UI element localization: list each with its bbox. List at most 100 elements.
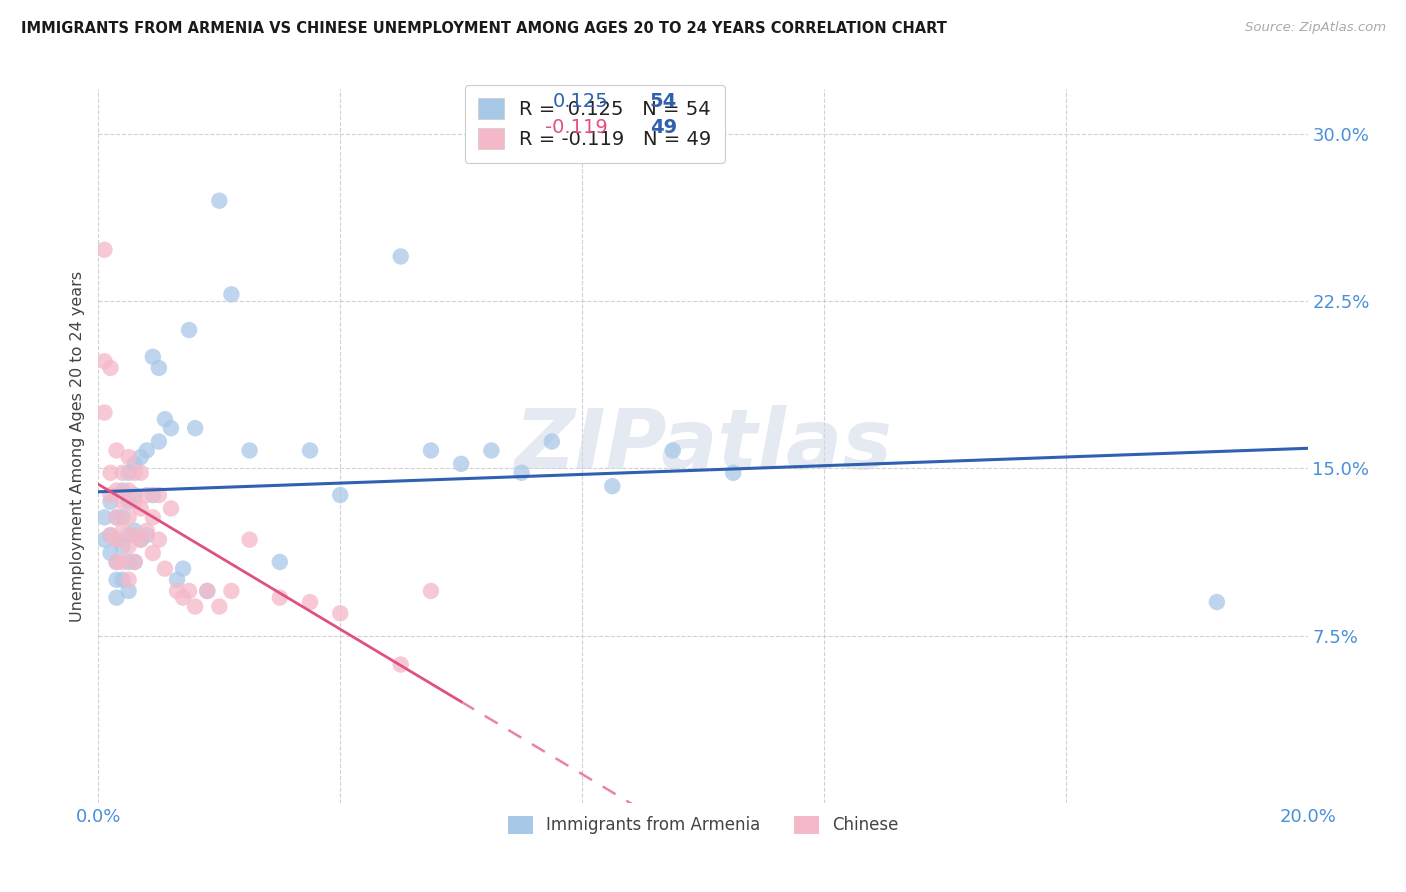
Point	[118, 466, 141, 480]
Point	[118, 450, 141, 464]
Point	[111, 524, 134, 538]
Point	[661, 443, 683, 458]
Point	[160, 421, 183, 435]
Point	[148, 360, 170, 375]
Point	[111, 494, 134, 508]
Legend: Immigrants from Armenia, Chinese: Immigrants from Armenia, Chinese	[501, 809, 905, 841]
Point	[269, 591, 291, 605]
Point	[118, 483, 141, 498]
Point	[420, 583, 443, 598]
Point	[93, 533, 115, 547]
Point	[124, 528, 146, 542]
Point	[100, 466, 122, 480]
Point	[135, 488, 157, 502]
Point	[93, 405, 115, 419]
Point	[105, 555, 128, 569]
Point	[195, 583, 218, 598]
Point	[93, 243, 115, 257]
Point	[105, 533, 128, 547]
Point	[124, 488, 146, 502]
Text: IMMIGRANTS FROM ARMENIA VS CHINESE UNEMPLOYMENT AMONG AGES 20 TO 24 YEARS CORREL: IMMIGRANTS FROM ARMENIA VS CHINESE UNEMP…	[21, 21, 948, 37]
Point	[153, 412, 176, 426]
Point	[100, 528, 122, 542]
Point	[481, 443, 503, 458]
Point	[124, 466, 146, 480]
Point	[208, 599, 231, 614]
Point	[602, 479, 624, 493]
Point	[129, 466, 152, 480]
Point	[329, 488, 352, 502]
Point	[105, 483, 128, 498]
Point	[124, 555, 146, 569]
Point	[111, 483, 134, 498]
Point	[118, 539, 141, 553]
Point	[329, 607, 352, 621]
Point	[111, 510, 134, 524]
Point	[118, 528, 141, 542]
Point	[124, 494, 146, 508]
Point	[723, 466, 745, 480]
Point	[118, 573, 141, 587]
Point	[124, 524, 146, 538]
Point	[111, 539, 134, 553]
Point	[179, 583, 201, 598]
Point	[105, 533, 128, 547]
Point	[129, 501, 152, 516]
Text: 0.125: 0.125	[553, 92, 609, 111]
Point	[208, 194, 231, 208]
Y-axis label: Unemployment Among Ages 20 to 24 years: Unemployment Among Ages 20 to 24 years	[69, 270, 84, 622]
Point	[148, 434, 170, 449]
Point	[129, 533, 152, 547]
Point	[111, 555, 134, 569]
Point	[166, 583, 188, 598]
Text: Source: ZipAtlas.com: Source: ZipAtlas.com	[1246, 21, 1386, 35]
Point	[100, 360, 122, 375]
Point	[135, 443, 157, 458]
Point	[540, 434, 562, 449]
Point	[269, 555, 291, 569]
Point	[184, 421, 207, 435]
Point	[179, 323, 201, 337]
Point	[160, 501, 183, 516]
Point	[166, 573, 188, 587]
Point	[105, 510, 128, 524]
Point	[221, 583, 243, 598]
Point	[105, 591, 128, 605]
Point	[148, 533, 170, 547]
Point	[100, 494, 122, 508]
Text: ZIPatlas: ZIPatlas	[515, 406, 891, 486]
Text: -0.119: -0.119	[546, 118, 607, 136]
Point	[105, 510, 128, 524]
Point	[221, 287, 243, 301]
Point	[111, 573, 134, 587]
Point	[239, 443, 262, 458]
Point	[135, 524, 157, 538]
Point	[195, 583, 218, 598]
Point	[118, 583, 141, 598]
Point	[105, 443, 128, 458]
Text: 54: 54	[650, 92, 678, 111]
Point	[105, 555, 128, 569]
Point	[299, 595, 322, 609]
Point	[100, 488, 122, 502]
Point	[135, 528, 157, 542]
Point	[142, 546, 165, 560]
Point	[420, 443, 443, 458]
Point	[129, 533, 152, 547]
Point	[239, 533, 262, 547]
Point	[142, 350, 165, 364]
Point	[100, 546, 122, 560]
Point	[118, 510, 141, 524]
Point	[129, 450, 152, 464]
Point	[105, 573, 128, 587]
Point	[142, 510, 165, 524]
Point	[1206, 595, 1229, 609]
Point	[510, 466, 533, 480]
Point	[172, 562, 194, 576]
Point	[450, 457, 472, 471]
Point	[111, 466, 134, 480]
Point	[100, 528, 122, 542]
Point	[153, 562, 176, 576]
Text: 49: 49	[650, 118, 676, 136]
Point	[148, 488, 170, 502]
